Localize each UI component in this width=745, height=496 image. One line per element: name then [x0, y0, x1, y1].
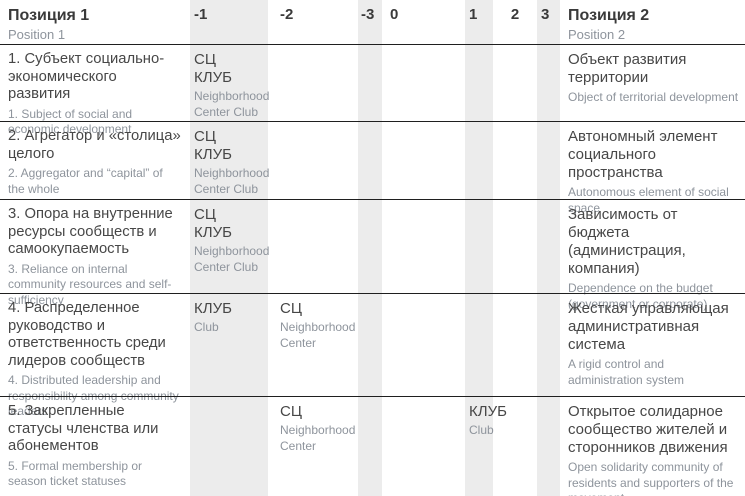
scale-cell-2: [493, 199, 537, 293]
scale-cell--3: [358, 396, 382, 496]
scale-cell--3: [358, 44, 382, 121]
row-criterion-cell: 4. Распределенное руководство и ответств…: [0, 293, 190, 418]
cell-mark-en: Club: [194, 320, 219, 334]
position-1-subtitle: Position 1: [8, 27, 66, 42]
position-2-text-ru: Автономный элемент социального пространс…: [568, 128, 718, 181]
scale-cell--1: [190, 396, 268, 496]
header-scale-minus-3: -3: [358, 0, 382, 44]
cell-mark-en: Neighborhood Center: [280, 320, 356, 350]
cell-mark-ru: КЛУБ: [194, 300, 232, 317]
cell-mark-en: Neighborhood Center Club: [194, 166, 270, 196]
row-position-2-cell: Зависимость от бюджета (администрация, к…: [560, 199, 745, 311]
criterion-title-ru: 3. Опора на внутренние ресурсы сообществ…: [8, 206, 173, 257]
header-scale-3: 3: [537, 0, 560, 44]
row-position-2-cell: Объект развития территории Object of terr…: [560, 44, 745, 121]
position-1-title: Позиция 1: [8, 7, 90, 24]
cell-mark-ru: СЦ КЛУБ: [194, 51, 232, 86]
scale-cell-1: [465, 293, 493, 396]
cell-mark-ru: КЛУБ: [469, 403, 507, 420]
criterion-title-ru: 4. Распределенное руководство и ответств…: [8, 300, 166, 369]
scale-cell--1: СЦ КЛУБ Neighborhood Center Club: [190, 121, 270, 199]
position-2-text-ru: Жесткая управляющая административная сис…: [568, 300, 729, 353]
criterion-title-en: 5. Formal membership or season ticket st…: [8, 458, 143, 489]
position-2-text-en: Object of territorial development: [568, 90, 739, 104]
criterion-title-ru: 2. Агрегатор и «столица» целого: [8, 128, 181, 162]
row-position-2-cell: Открытое солидарное сообщество жителей и…: [560, 396, 745, 496]
scale-cell--3: [358, 293, 382, 396]
scale-cell--2: СЦ Neighborhood Center: [268, 293, 358, 396]
criterion-title-en: 4. Distributed leadership and responsibi…: [8, 373, 179, 418]
row-position-2-cell: Автономный элемент социального пространс…: [560, 121, 745, 215]
cell-mark-en: Neighborhood Center Club: [194, 244, 270, 274]
scale-cell--2: [268, 44, 358, 121]
row-criterion-cell: 3. Опора на внутренние ресурсы сообществ…: [0, 199, 190, 307]
criterion-title-ru: 5. Закрепленные статусы членства или або…: [8, 403, 159, 454]
position-2-text-ru: Открытое солидарное сообщество жителей и…: [568, 403, 728, 456]
criterion-title-en: 3. Reliance on internal community resour…: [8, 261, 172, 307]
cell-mark-en: Neighborhood Center Club: [194, 89, 270, 119]
scale-cell-1: КЛУБ Club: [465, 396, 507, 496]
header-position-1: Позиция 1 Position 1: [0, 0, 190, 44]
scale-cell-1: [465, 44, 493, 121]
position-2-title: Позиция 2: [568, 7, 650, 24]
position-2-subtitle: Position 2: [568, 27, 626, 42]
scale-cell-3: [537, 293, 560, 396]
cell-mark-ru: СЦ КЛУБ: [194, 206, 232, 241]
scale-cell-2: [493, 396, 537, 496]
header-scale-minus-2: -2: [280, 6, 294, 23]
position-2-text-ru: Объект развития территории: [568, 51, 687, 86]
row-criterion-cell: 5. Закрепленные статусы членства или або…: [0, 396, 190, 496]
scale-cell-2: [493, 293, 537, 396]
cell-mark-ru: СЦ КЛУБ: [194, 128, 232, 163]
scale-cell-0: [382, 44, 465, 121]
scale-cell--3: [358, 199, 382, 293]
scale-cell-1: [465, 199, 493, 293]
row-criterion-cell: 2. Агрегатор и «столица» целого 2. Aggreg…: [0, 121, 190, 199]
scale-cell-0: [382, 199, 465, 293]
scale-cell-0: [382, 121, 465, 199]
header-scale-2: 2: [510, 6, 520, 23]
header-scale-1: 1: [465, 0, 493, 44]
header-scale-0: 0: [390, 6, 399, 23]
criterion-title-ru: 1. Субъект социально-экономического разв…: [8, 51, 165, 102]
criterion-title-en: 1. Subject of social and economic develo…: [8, 106, 133, 137]
scale-cell-0: [382, 293, 465, 396]
scale-cell--1: КЛУБ Club: [190, 293, 268, 396]
scale-cell--2: [268, 121, 358, 199]
scale-cell-3: [537, 199, 560, 293]
row-position-2-cell: Жесткая управляющая административная сис…: [560, 293, 745, 396]
scale-cell-0: [382, 396, 465, 496]
scale-cell--2: СЦ Neighborhood Center: [268, 396, 358, 496]
criterion-title-en: 2. Aggregator and “capital” of the whole: [8, 166, 163, 196]
scale-cell-2: [493, 121, 537, 199]
position-2-text-en: A rigid control and administration syste…: [568, 357, 685, 387]
cell-mark-en: Neighborhood Center: [280, 423, 356, 453]
scale-cell-3: [537, 44, 560, 121]
position-2-text-ru: Зависимость от бюджета (администрация, к…: [568, 206, 686, 277]
cell-mark-ru: СЦ: [280, 300, 302, 317]
scale-cell--1: СЦ КЛУБ Neighborhood Center Club: [190, 44, 270, 121]
cell-mark-ru: СЦ: [280, 403, 302, 420]
position-2-text-en: Dependence on the budget (government or …: [568, 281, 713, 311]
position-2-text-en: Autonomous element of social space: [568, 185, 729, 215]
position-2-text-en: Open solidarity community of residents a…: [568, 460, 734, 496]
scale-cell--3: [358, 121, 382, 199]
row-criterion-cell: 1. Субъект социально-экономического разв…: [0, 44, 190, 136]
scale-cell--1: СЦ КЛУБ Neighborhood Center Club: [190, 199, 270, 293]
header-position-2: Позиция 2 Position 2: [560, 0, 745, 44]
scale-cell-3: [537, 121, 560, 199]
cell-mark-en: Club: [469, 423, 494, 437]
scale-cell-3: [537, 396, 560, 496]
scale-cell--2: [268, 199, 358, 293]
scale-cell-1: [465, 121, 493, 199]
scale-cell-2: [493, 44, 537, 121]
header-scale-minus-1: -1: [190, 0, 268, 44]
